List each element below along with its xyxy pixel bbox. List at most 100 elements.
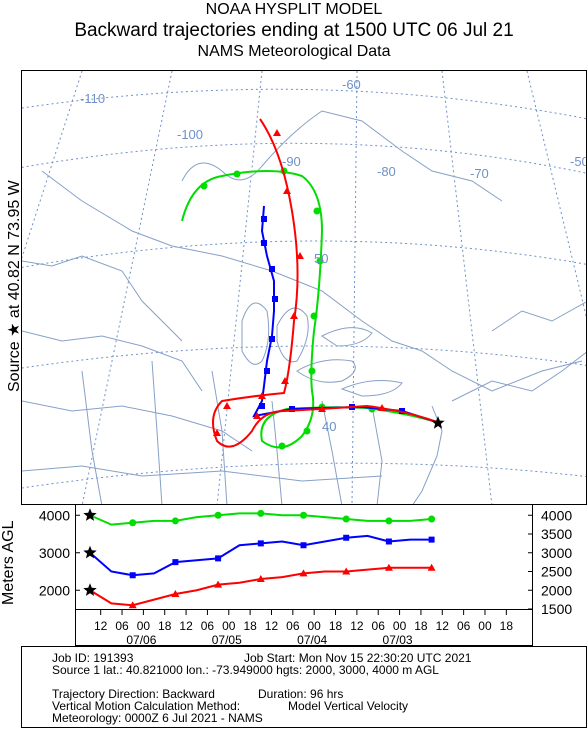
red-height-marker [384, 563, 393, 571]
blue-trajectory-marker [269, 266, 275, 272]
time-tick-label: 06 [286, 619, 300, 633]
blue-trajectory-marker [261, 216, 267, 222]
blue-trajectory-marker [272, 296, 278, 302]
source-star-icon [83, 545, 97, 559]
blue-trajectory-marker [289, 406, 295, 412]
green-height-marker [171, 517, 179, 525]
state-boundaries [22, 110, 586, 504]
green-height-marker [385, 517, 393, 525]
boundary-line [241, 302, 270, 365]
blue-trajectory-marker [259, 403, 265, 409]
trajectory-paths [181, 118, 445, 450]
red-trajectory-marker [213, 429, 221, 436]
blue-height-marker [300, 542, 307, 549]
longitude-label: -60 [342, 77, 361, 92]
latitude-line [22, 142, 586, 174]
red-height-marker [342, 567, 351, 575]
left-tick-label: 4000 [39, 507, 70, 523]
right-tick-label: 3500 [541, 526, 572, 542]
red-trajectory-marker [318, 405, 326, 412]
time-tick-label: 00 [137, 619, 151, 633]
blue-height-marker [129, 572, 136, 579]
green-trajectory-marker [303, 427, 311, 435]
longitude-label: -100 [177, 127, 203, 142]
red-trajectory-marker [378, 404, 386, 411]
boundary-line [22, 465, 383, 482]
longitude-line [351, 71, 358, 504]
lat-lon-grid [22, 71, 586, 504]
boundary-line [22, 255, 183, 342]
red-height-marker [214, 580, 223, 588]
red-trajectory-path [212, 118, 441, 448]
left-tick-label: 3000 [39, 545, 70, 561]
boundary-line [181, 110, 503, 202]
longitude-label: -50 [570, 154, 587, 169]
longitude-label: -70 [470, 166, 489, 181]
time-tick-label: 12 [350, 619, 364, 633]
job-id: Job ID: 191393 [52, 651, 134, 665]
blue-height-marker [172, 559, 179, 566]
boundary-line [151, 360, 163, 504]
boundary-line [321, 400, 343, 504]
date-label: 07/05 [212, 633, 242, 647]
blue-height-marker [215, 555, 222, 562]
green-trajectory-marker [313, 207, 321, 215]
red-height-marker [299, 569, 308, 577]
blue-height-marker [385, 538, 392, 545]
green-trajectory-marker [278, 442, 286, 450]
time-tick-label: 00 [478, 619, 492, 633]
boundary-line [271, 400, 283, 504]
longitude-line [81, 71, 173, 504]
longitude-label: -80 [377, 164, 396, 179]
source-star-icon [83, 508, 97, 521]
time-tick-label: 12 [436, 619, 450, 633]
blue-height-marker [428, 536, 435, 543]
green-height-marker [428, 515, 436, 523]
blue-trajectory-marker [269, 336, 275, 342]
boundary-line [371, 405, 383, 504]
red-trajectory-marker [290, 312, 298, 319]
source-details: Source 1 lat.: 40.821000 lon.: -73.94900… [52, 663, 439, 677]
blue-height-marker [343, 534, 350, 541]
boundary-line [451, 351, 586, 402]
duration: Duration: 96 hrs [258, 687, 344, 701]
blue-trajectory-marker [261, 240, 267, 246]
red-trajectory-marker [273, 129, 281, 136]
latitude-line [22, 88, 586, 120]
longitude-line [22, 71, 83, 260]
vertical-method-value: Model Vertical Velocity [288, 699, 409, 713]
left-tick-label: 2000 [39, 582, 70, 598]
red-height-marker [128, 601, 137, 609]
green-height-marker [129, 519, 137, 527]
green-trajectory-marker [308, 367, 316, 375]
latitude-label: 40 [322, 419, 336, 434]
vertical-method: Vertical Motion Calculation Method: [52, 699, 241, 713]
time-tick-label: 18 [158, 619, 172, 633]
time-tick-label: 00 [222, 619, 236, 633]
job-start: Job Start: Mon Nov 15 22:30:20 UTC 2021 [244, 651, 472, 665]
red-height-marker [171, 590, 180, 597]
trajectory-map: -110 -100 -90 -80 -70 -60 -50 50 40 [21, 70, 587, 505]
blue-trajectory-marker [264, 368, 270, 374]
date-label: 07/03 [383, 633, 413, 647]
longitude-label: -90 [282, 154, 301, 169]
boundary-line [22, 400, 253, 452]
green-height-marker [342, 515, 350, 523]
time-tick-label: 12 [94, 619, 108, 633]
source-label-box: Source ★ at 40.82 N 73.95 W [4, 72, 23, 504]
boundary-line [321, 327, 373, 347]
time-tick-label: 18 [243, 619, 257, 633]
meteorology: Meteorology: 0000Z 6 Jul 2021 - NAMS [52, 711, 263, 725]
altitude-plot-frame [75, 504, 533, 610]
job-info-panel: Job ID: 191393 Job Start: Mon Nov 15 22:… [21, 646, 587, 728]
boundary-line [340, 380, 403, 397]
green-trajectory-marker [233, 170, 241, 178]
blue-height-marker [257, 540, 264, 547]
time-tick-label: 00 [393, 619, 407, 633]
longitude-line [441, 71, 493, 504]
green-trajectory-marker [316, 257, 324, 265]
longitude-label: -110 [80, 91, 105, 106]
green-height-marker [257, 509, 265, 517]
boundary-line [211, 370, 228, 504]
right-tick-label: 1500 [541, 601, 572, 617]
